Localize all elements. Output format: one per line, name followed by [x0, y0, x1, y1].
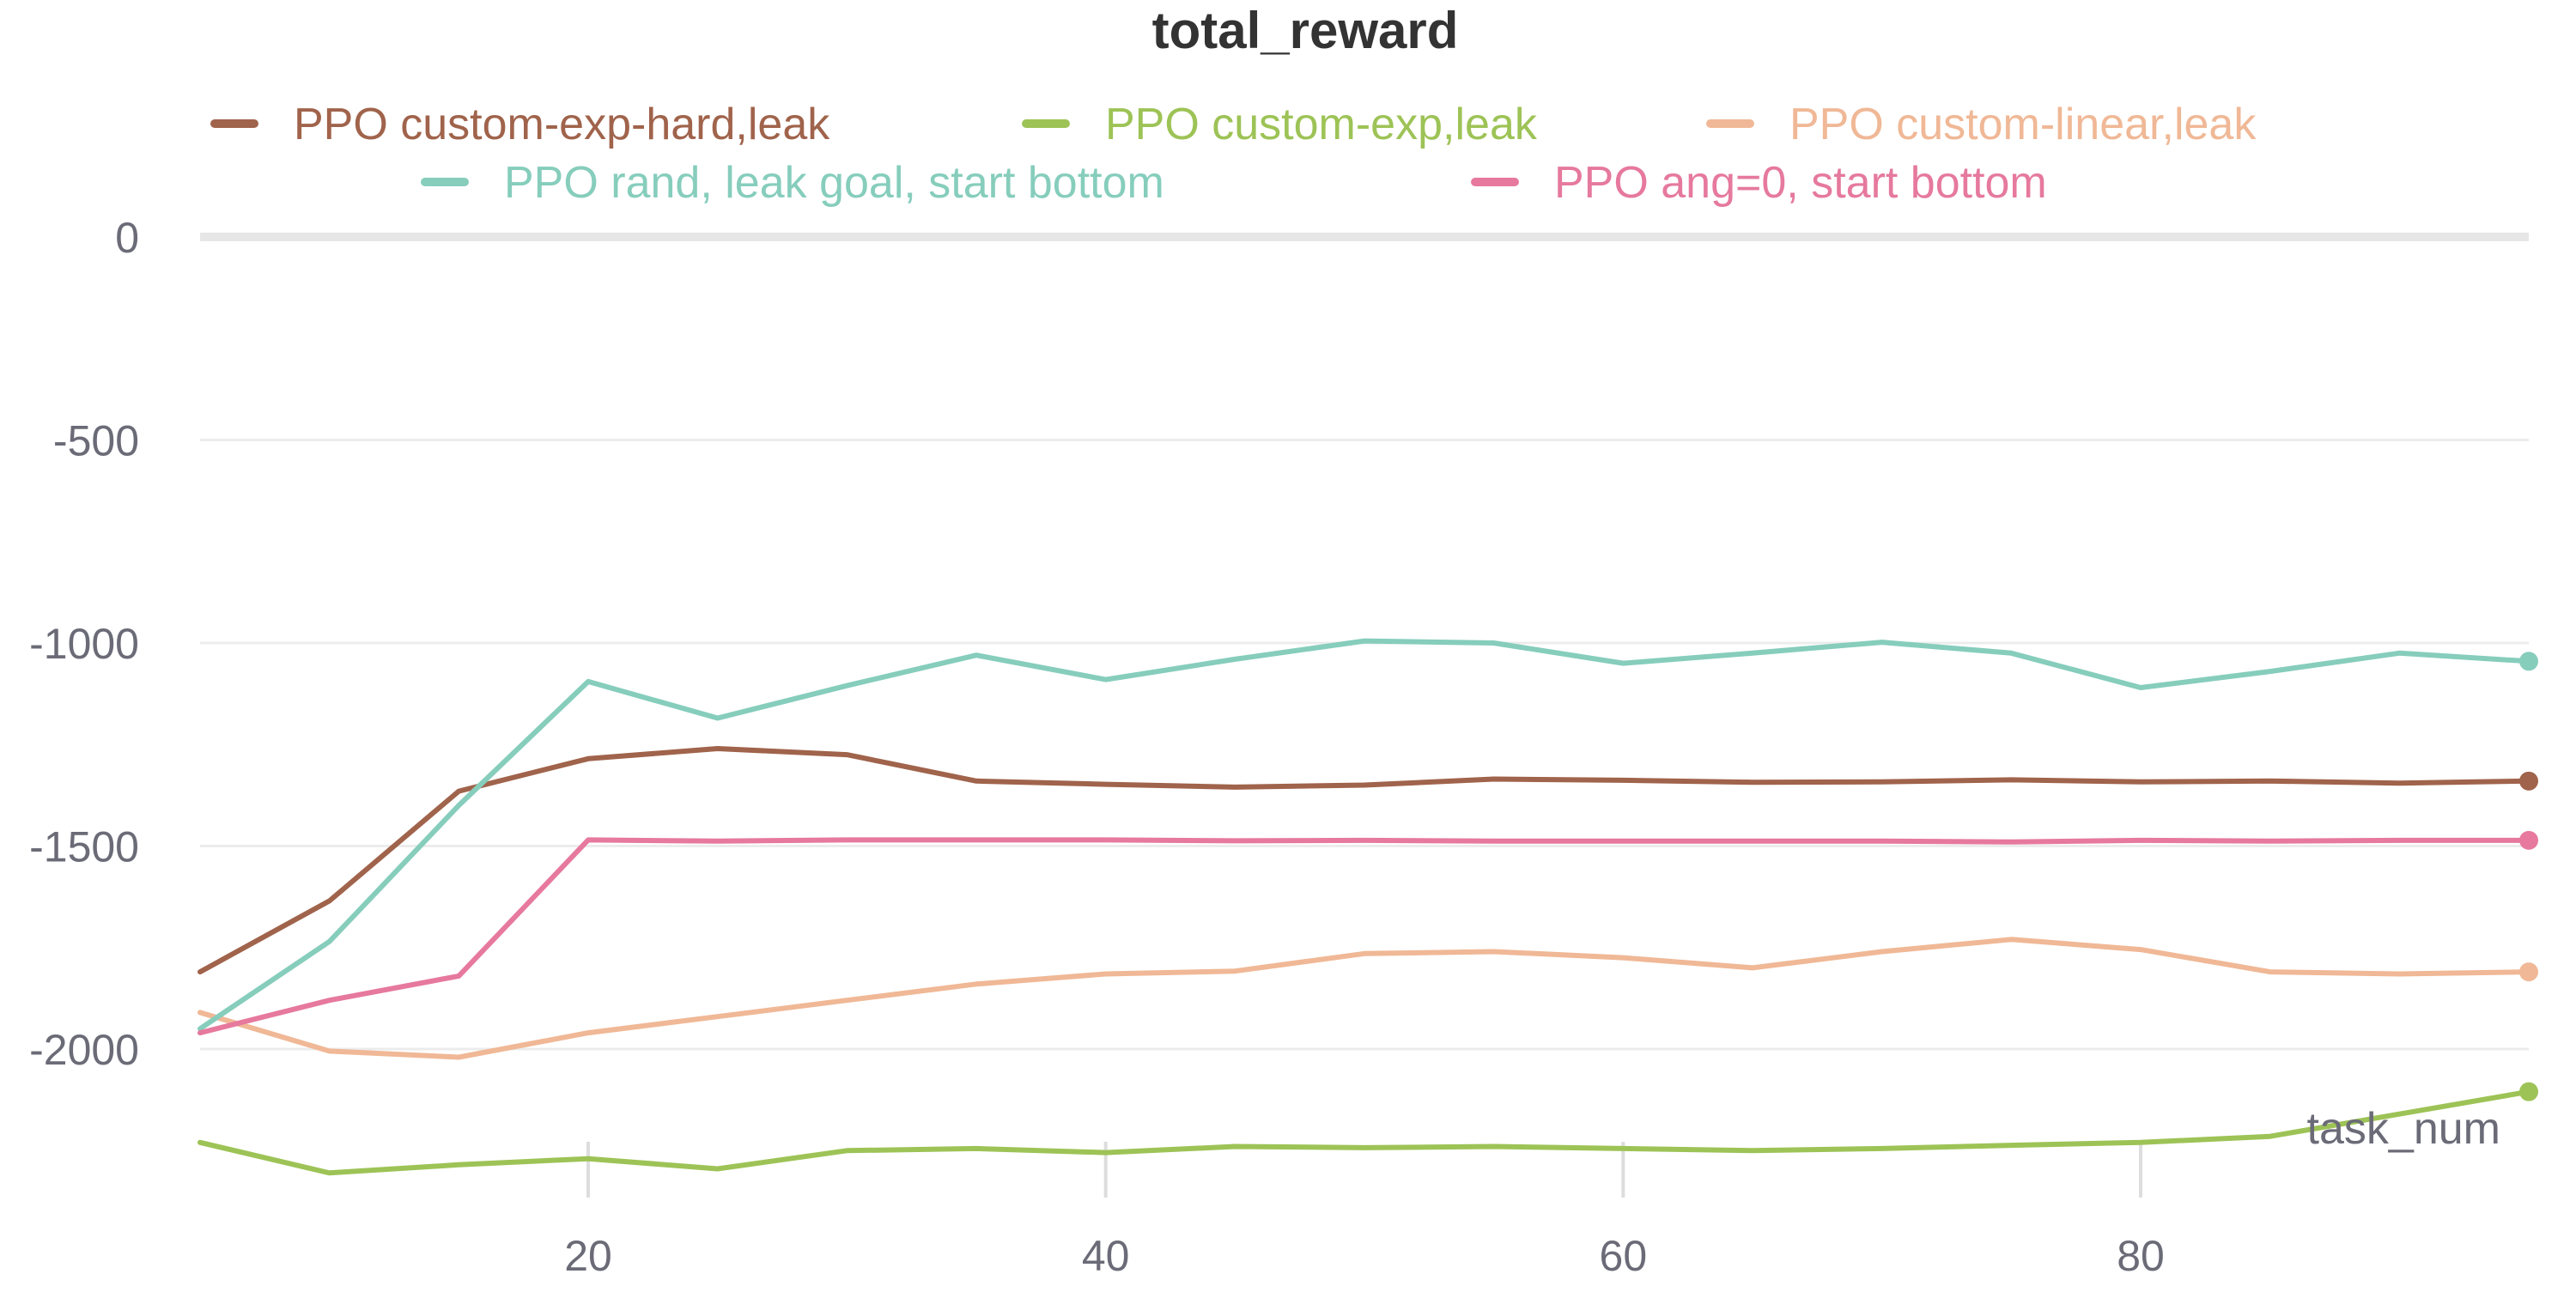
legend-label-2: PPO custom-linear,leak: [1789, 100, 2257, 149]
x-tick-label: 80: [2117, 1232, 2165, 1280]
legend-label-1: PPO custom-exp,leak: [1105, 100, 1538, 149]
series-lines: [197, 638, 2538, 1176]
series-line-4: [197, 837, 2531, 1036]
series-end-marker-2: [2519, 962, 2538, 982]
x-axis: 20 40 60 80: [564, 1142, 2165, 1280]
series-line-2: [197, 937, 2531, 1060]
y-tick-label: -500: [53, 417, 139, 465]
x-tick-label: 60: [1600, 1232, 1648, 1280]
series-end-marker-1: [2519, 1082, 2538, 1101]
legend-label-0: PPO custom-exp-hard,leak: [294, 100, 830, 149]
series-line-3: [197, 638, 2531, 1032]
y-axis: 0 -500 -1000 -1500 -2000: [29, 214, 139, 1074]
y-tick-label: -2000: [29, 1026, 139, 1074]
x-axis-label: task_num: [2307, 1104, 2500, 1154]
series-end-marker-3: [2519, 652, 2538, 671]
y-tick-label: 0: [115, 214, 139, 262]
series-line-1: [197, 1089, 2531, 1176]
y-tick-label: -1500: [29, 823, 139, 871]
legend-label-3: PPO rand, leak goal, start bottom: [504, 158, 1164, 208]
x-tick-label: 20: [564, 1232, 612, 1280]
series-end-marker-4: [2519, 830, 2538, 850]
legend-label-4: PPO ang=0, start bottom: [1554, 158, 2047, 208]
chart-title: total_reward: [1152, 2, 1459, 59]
series-end-marker-0: [2519, 771, 2538, 791]
series-line-0: [197, 746, 2531, 975]
grid: [200, 233, 2529, 1051]
legend: PPO custom-exp-hard,leak PPO custom-exp,l…: [210, 100, 2257, 208]
y-tick-label: -1000: [29, 620, 139, 668]
x-tick-label: 40: [1082, 1232, 1130, 1280]
